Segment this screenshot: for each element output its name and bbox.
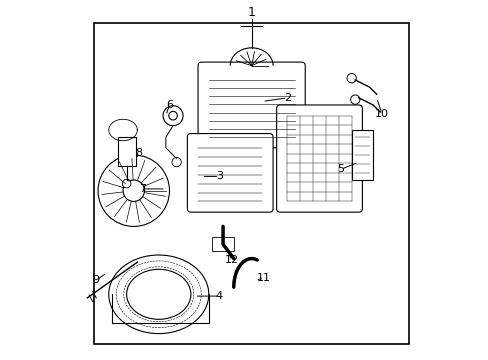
Text: 7: 7 (139, 184, 146, 194)
Circle shape (122, 179, 131, 188)
Bar (94, 23, 408, 344)
Text: 8: 8 (135, 148, 142, 158)
Circle shape (123, 180, 144, 202)
Bar (212, 237, 233, 251)
Text: 9: 9 (93, 275, 100, 285)
FancyBboxPatch shape (187, 134, 272, 212)
Text: 2: 2 (283, 93, 290, 103)
FancyBboxPatch shape (198, 62, 305, 148)
Bar (351, 130, 372, 180)
Circle shape (350, 95, 359, 104)
Text: 11: 11 (257, 273, 270, 283)
Ellipse shape (126, 269, 190, 319)
Bar (118, 137, 135, 166)
FancyBboxPatch shape (276, 105, 362, 212)
Text: 6: 6 (165, 100, 173, 110)
Circle shape (172, 157, 181, 167)
Ellipse shape (108, 255, 208, 334)
Circle shape (168, 111, 177, 120)
Circle shape (346, 73, 356, 83)
Text: 4: 4 (216, 291, 223, 301)
Text: 10: 10 (374, 109, 388, 119)
Text: 12: 12 (224, 255, 239, 265)
Text: 5: 5 (337, 164, 344, 174)
Circle shape (98, 155, 169, 226)
Text: 1: 1 (247, 6, 255, 19)
Circle shape (163, 106, 183, 126)
Text: 3: 3 (216, 171, 223, 181)
